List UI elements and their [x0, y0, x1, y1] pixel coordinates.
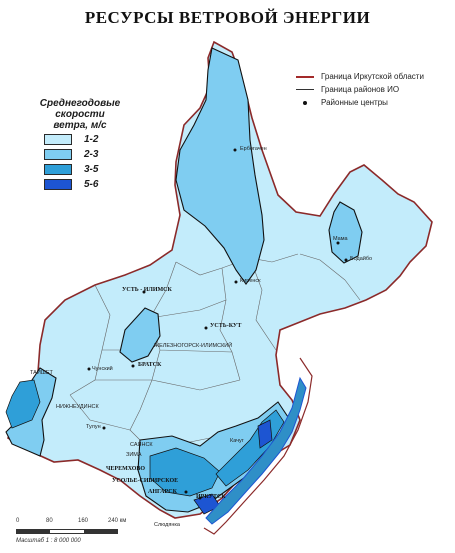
legend-region-boundary: Граница Иркутской области — [294, 70, 454, 83]
buryatia-shore — [203, 357, 313, 535]
wind-speed-legend: Среднегодовые скорости ветра, м/с 1-2 2-… — [34, 98, 126, 191]
city-bratsk: БРАТСК — [138, 362, 162, 368]
city-nizhneudinsk: НИЖНЕУДИНСК — [56, 404, 99, 410]
city-mama: Мама — [333, 236, 348, 242]
legend-label-3-5: 3-5 — [84, 163, 99, 175]
scale-tick-0: 0 — [16, 518, 20, 524]
wind-zone-5-6-olkhon — [257, 419, 273, 449]
city-usolye: УСОЛЬЕ-СИБИРСКОЕ — [112, 478, 179, 484]
legend-district-centers: Районные центры — [294, 96, 454, 109]
legend-wind-title-line-1: Среднегодовые — [39, 98, 121, 109]
wind-zone-2-3-mama — [328, 201, 363, 264]
scale-tick-240: 240 км — [108, 518, 127, 524]
city-sayansk: САЯНСК — [130, 442, 153, 448]
legend-district-centers-label: Районные центры — [321, 98, 388, 107]
legend-label-2-3: 2-3 — [84, 148, 99, 160]
legend-label-5-6: 5-6 — [84, 178, 99, 190]
city-ust-ilimsk: УСТЬ - ИЛИМСК — [122, 287, 172, 293]
map-title: РЕСУРСЫ ВЕТРОВОЙ ЭНЕРГИИ — [84, 8, 371, 27]
city-angarsk: АНГАРСК — [148, 489, 177, 495]
swatch-2-3 — [44, 148, 72, 160]
city-kachug: Качуг — [230, 438, 244, 444]
city-erbogachen: Ербогачен — [240, 146, 267, 152]
legend-row-3-5: 3-5 — [34, 162, 126, 176]
city-kirensk: Киренск — [240, 278, 261, 284]
swatch-3-5 — [44, 163, 72, 175]
city-ust-kut: УСТЬ-КУТ — [210, 323, 242, 329]
city-tulun: Тулун — [86, 424, 101, 430]
wind-zone-2-3-bratsk — [119, 307, 161, 363]
scale-tick-160: 160 — [78, 518, 89, 524]
city-irkutsk: ИРКУТСК — [196, 494, 226, 500]
legend-wind-title-line-2: скорости — [55, 109, 105, 120]
legend-row-2-3: 2-3 — [34, 147, 126, 161]
legend-row-1-2: 1-2 — [34, 132, 126, 146]
city-zheleznogorsk: ЖЕЛЕЗНОГОРСК-ИЛИМСКИЙ — [154, 343, 233, 349]
scale-tick-80: 80 — [46, 518, 53, 524]
wind-zone-3-5-west — [5, 379, 41, 429]
city-taishet: ТАЙШЕТ — [30, 370, 53, 376]
legend-wind-title-line-3: ветра, м/с — [53, 120, 107, 131]
lake-baikal — [205, 376, 307, 525]
boundary-legend: Граница Иркутской области Граница районо… — [294, 70, 454, 109]
city-cheremkhovo: ЧЕРЕМХОВО — [106, 466, 146, 472]
thin-line-icon — [296, 89, 314, 90]
scale-caption: Масштаб 1 : 8 000 000 — [16, 538, 81, 544]
wind-zone-3-5-angara — [149, 447, 221, 497]
legend-district-boundary: Граница районов ИО — [294, 83, 454, 96]
legend-region-boundary-label: Граница Иркутской области — [321, 72, 424, 81]
legend-district-boundary-label: Граница районов ИО — [321, 85, 400, 94]
swatch-5-6 — [44, 178, 72, 190]
city-chunsky: Чунский — [92, 366, 113, 372]
swatch-1-2 — [44, 133, 72, 145]
dot-icon — [303, 100, 307, 105]
city-bodaibo: Бодайбо — [350, 256, 373, 262]
red-line-icon — [296, 75, 314, 78]
scale-bar-segments — [16, 529, 118, 534]
city-zima: ЗИМА — [126, 452, 142, 458]
scale-ticks: 0 80 160 240 км — [16, 518, 146, 530]
legend-row-5-6: 5-6 — [34, 177, 126, 191]
map-scale-bar: 0 80 160 240 км Масштаб 1 : 8 000 000 — [16, 518, 146, 548]
city-slyudyanka: Слюдянка — [154, 522, 180, 528]
legend-label-1-2: 1-2 — [84, 133, 99, 145]
wind-zone-2-3-north — [175, 47, 265, 285]
